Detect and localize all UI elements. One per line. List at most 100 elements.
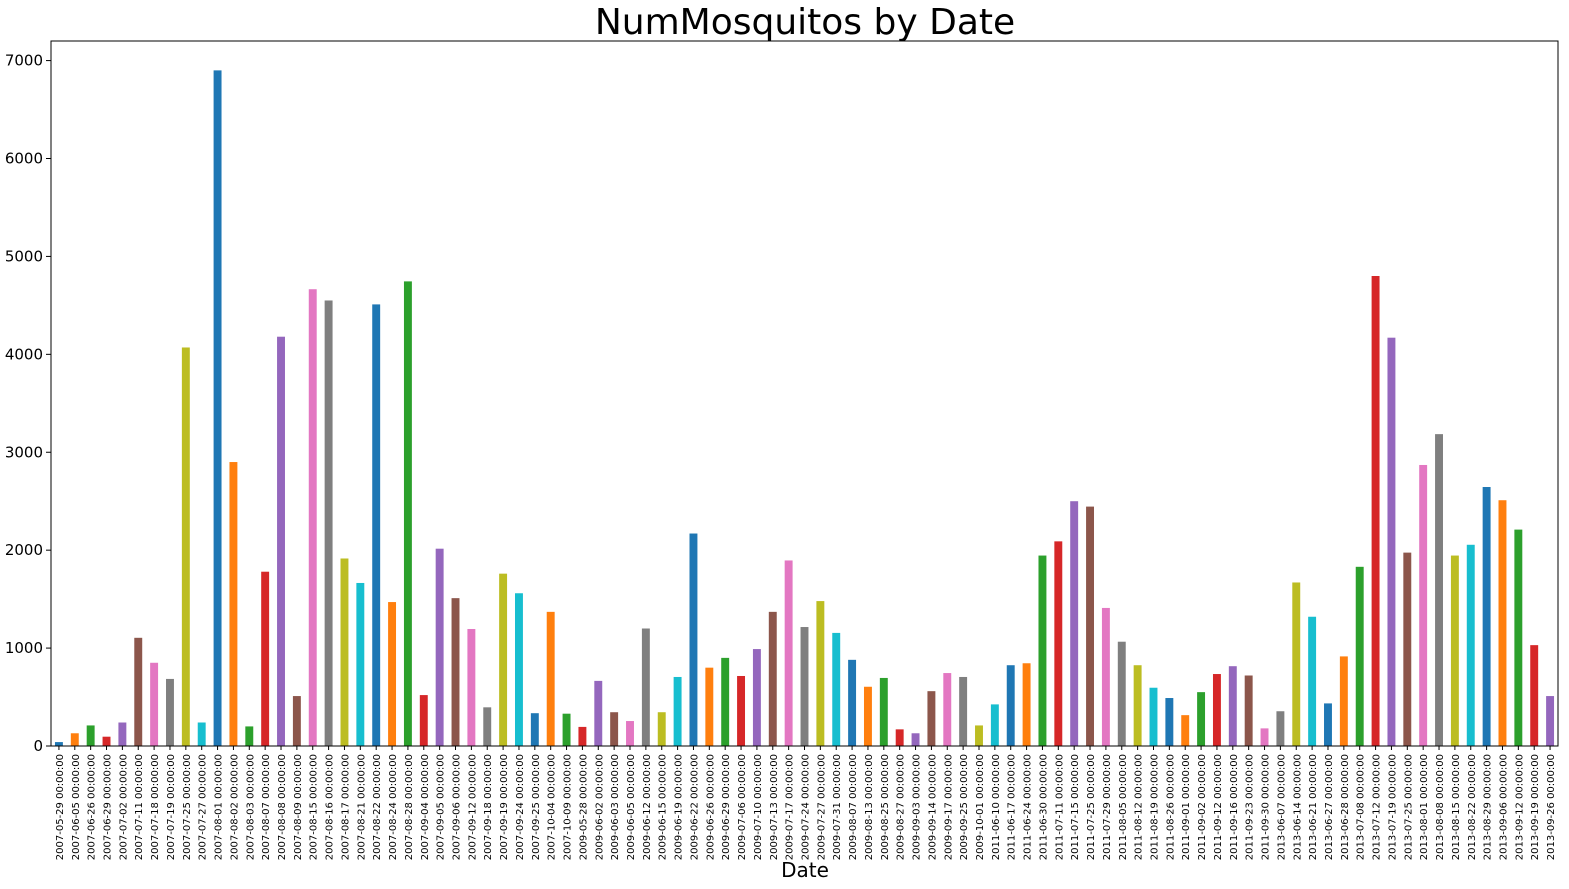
bar [1482, 487, 1491, 746]
bar [435, 548, 444, 746]
x-tick-label: 2013-08-08 00:00:00 [1435, 754, 1446, 860]
bar [1355, 566, 1364, 746]
x-tick-label: 2007-06-05 00:00:00 [71, 754, 82, 860]
bar [277, 336, 285, 746]
x-tick-label: 2007-08-08 00:00:00 [277, 754, 288, 860]
bar [959, 676, 968, 746]
x-tick-label: 2009-07-24 00:00:00 [801, 754, 812, 860]
x-tick-label: 2009-10-01 00:00:00 [975, 754, 986, 860]
bar [1466, 544, 1475, 746]
x-tick-label: 2011-09-30 00:00:00 [1261, 754, 1272, 860]
x-tick-label: 2013-08-22 00:00:00 [1467, 754, 1478, 860]
bar [1530, 645, 1539, 746]
x-tick-label: 2007-09-06 00:00:00 [452, 754, 463, 860]
x-tick-label: 2011-06-24 00:00:00 [1023, 754, 1034, 860]
bar [1006, 665, 1015, 746]
x-tick-label: 2007-08-15 00:00:00 [309, 754, 320, 860]
bar [229, 462, 238, 746]
bar [388, 602, 397, 746]
bar [245, 726, 254, 746]
x-tick-label: 2011-08-05 00:00:00 [1118, 754, 1129, 860]
x-tick-label: 2009-08-27 00:00:00 [896, 754, 907, 860]
bar [324, 300, 333, 746]
x-tick-label: 2009-06-19 00:00:00 [674, 754, 685, 860]
y-tick-label: 3000 [5, 443, 43, 461]
bar [546, 611, 555, 746]
bar [784, 560, 793, 746]
bar [1022, 663, 1031, 746]
bar [1498, 500, 1507, 746]
bar [166, 678, 174, 746]
x-tick-label: 2013-09-26 00:00:00 [1546, 754, 1557, 860]
x-tick-label: 2009-06-22 00:00:00 [689, 754, 700, 860]
x-tick-label: 2011-09-16 00:00:00 [1229, 754, 1240, 860]
x-tick-label: 2007-10-09 00:00:00 [563, 754, 574, 860]
bar [308, 289, 317, 746]
y-axis: 0 1000 2000 3000 4000 5000 6000 7000 [5, 52, 51, 755]
x-tick-label: 2007-08-21 00:00:00 [356, 754, 367, 860]
bar [975, 725, 983, 746]
y-tick-label: 6000 [5, 150, 43, 168]
x-tick-label: 2013-07-12 00:00:00 [1372, 754, 1383, 860]
bar [848, 659, 857, 746]
x-tick-label: 2007-08-28 00:00:00 [404, 754, 415, 860]
bar [594, 680, 603, 746]
bar [292, 696, 301, 746]
x-tick-label: 2009-08-07 00:00:00 [848, 754, 859, 860]
x-tick-label: 2009-06-12 00:00:00 [642, 754, 653, 860]
bar [70, 733, 79, 746]
x-tick-label: 2007-08-17 00:00:00 [340, 754, 351, 860]
x-tick-label: 2009-09-14 00:00:00 [927, 754, 938, 860]
x-tick-label: 2013-08-01 00:00:00 [1419, 754, 1430, 860]
x-tick-label: 2007-07-18 00:00:00 [150, 754, 161, 860]
x-tick-label: 2009-07-13 00:00:00 [769, 754, 780, 860]
bar [1038, 555, 1047, 746]
bar [768, 611, 777, 746]
bar [1403, 552, 1412, 746]
bar [1419, 464, 1428, 746]
x-tick-label: 2007-07-11 00:00:00 [134, 754, 145, 860]
x-tick-label: 2011-09-01 00:00:00 [1181, 754, 1192, 860]
x-tick-label: 2009-08-25 00:00:00 [880, 754, 891, 860]
bar [1212, 674, 1221, 746]
bar [1086, 506, 1095, 746]
bar [863, 686, 872, 746]
x-tick-label: 2009-05-28 00:00:00 [578, 754, 589, 860]
bars-group [54, 70, 1555, 746]
bar [483, 707, 492, 746]
x-tick-label: 2007-06-29 00:00:00 [103, 754, 114, 860]
x-tick-label: 2011-06-30 00:00:00 [1038, 754, 1049, 860]
x-tick-label: 2011-07-15 00:00:00 [1070, 754, 1081, 860]
x-tick-label: 2011-06-17 00:00:00 [1007, 754, 1018, 860]
bar [1070, 501, 1079, 746]
bar [1197, 692, 1206, 746]
bar [705, 667, 714, 746]
x-tick-label: 2011-08-26 00:00:00 [1165, 754, 1176, 860]
x-tick-label: 2007-07-19 00:00:00 [166, 754, 177, 860]
bar [990, 704, 999, 746]
bar [1308, 616, 1317, 746]
bar [641, 628, 650, 746]
bar [1133, 665, 1142, 746]
x-tick-label: 2007-08-09 00:00:00 [293, 754, 304, 860]
bar [356, 582, 365, 746]
x-tick-label: 2013-08-15 00:00:00 [1451, 754, 1462, 860]
bar [1546, 696, 1555, 746]
x-tick-label: 2013-09-12 00:00:00 [1514, 754, 1525, 860]
x-tick-label: 2007-08-22 00:00:00 [372, 754, 383, 860]
x-tick-label: 2011-07-25 00:00:00 [1086, 754, 1097, 860]
bar [1260, 728, 1269, 746]
bar [340, 558, 349, 746]
x-tick-label: 2007-10-04 00:00:00 [547, 754, 558, 860]
chart-title: NumMosquitos by Date [595, 2, 1015, 43]
x-tick-label: 2007-06-26 00:00:00 [87, 754, 98, 860]
bar [1435, 434, 1443, 746]
x-tick-label: 2007-08-02 00:00:00 [229, 754, 240, 860]
x-tick-label: 2009-06-03 00:00:00 [610, 754, 621, 860]
bar [673, 676, 682, 746]
bar [1181, 715, 1190, 746]
x-tick-label: 2013-08-29 00:00:00 [1483, 754, 1494, 860]
x-tick-label: 2007-07-25 00:00:00 [182, 754, 193, 860]
x-tick-label: 2007-08-07 00:00:00 [261, 754, 272, 860]
bar [1450, 555, 1459, 746]
